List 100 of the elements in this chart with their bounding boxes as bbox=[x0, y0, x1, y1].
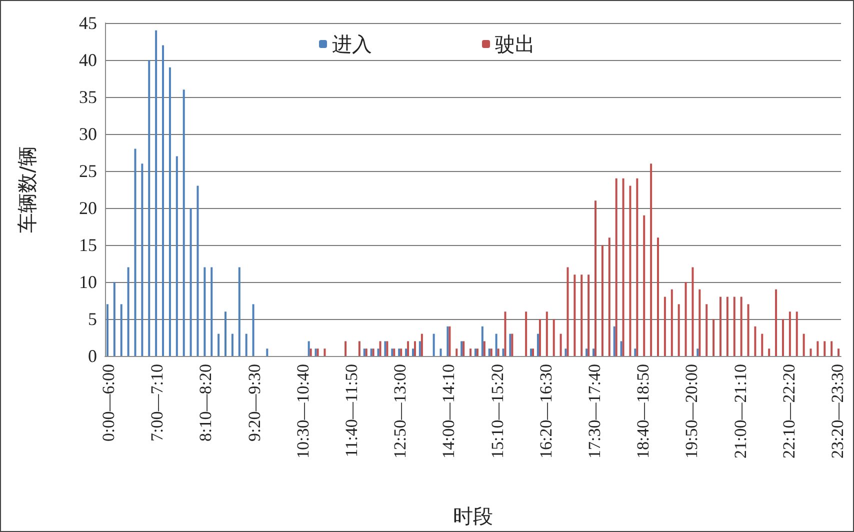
bar bbox=[231, 334, 234, 356]
bar bbox=[670, 289, 673, 356]
bar bbox=[601, 245, 604, 356]
bar bbox=[120, 304, 122, 356]
bar bbox=[420, 334, 423, 356]
bar bbox=[407, 341, 410, 356]
y-tick-label: 45 bbox=[79, 13, 97, 33]
y-tick-label: 15 bbox=[79, 235, 97, 255]
bar bbox=[190, 208, 192, 356]
bar bbox=[592, 348, 595, 356]
x-tick-label: 12:50—13:00 bbox=[390, 364, 410, 458]
bar bbox=[560, 334, 562, 356]
bar bbox=[588, 274, 590, 356]
bar bbox=[176, 156, 178, 356]
bar bbox=[768, 348, 770, 356]
x-tick-label: 14:00—14:10 bbox=[439, 364, 458, 458]
bar bbox=[712, 319, 715, 356]
bar bbox=[552, 319, 555, 356]
bar bbox=[726, 296, 728, 356]
y-tick-label: 0 bbox=[88, 346, 97, 366]
bar bbox=[405, 348, 408, 356]
y-axis-title: 车辆数/辆 bbox=[15, 146, 39, 233]
bar bbox=[536, 334, 539, 356]
bar bbox=[824, 341, 826, 356]
bar bbox=[504, 312, 506, 356]
bar bbox=[525, 312, 528, 356]
x-axis-title: 时段 bbox=[453, 504, 493, 528]
bar bbox=[650, 164, 652, 356]
bar bbox=[620, 341, 622, 356]
bar bbox=[608, 238, 610, 356]
bar bbox=[719, 296, 722, 356]
x-tick-label: 21:00—21:10 bbox=[730, 364, 750, 458]
bar bbox=[664, 296, 666, 356]
bar bbox=[538, 319, 541, 356]
bar bbox=[678, 304, 680, 356]
bar bbox=[204, 267, 206, 356]
bar bbox=[761, 334, 764, 356]
bar bbox=[470, 348, 472, 356]
bar bbox=[733, 296, 736, 356]
bar bbox=[816, 341, 819, 356]
bar bbox=[830, 341, 833, 356]
x-tick-label: 16:20—16:30 bbox=[536, 364, 556, 458]
x-tick-label: 10:30—10:40 bbox=[293, 364, 312, 458]
bar bbox=[613, 326, 616, 356]
bar bbox=[546, 312, 548, 356]
bar bbox=[566, 267, 569, 356]
bar bbox=[497, 348, 500, 356]
x-tick-label: 19:50—20:00 bbox=[682, 364, 702, 458]
bar bbox=[636, 178, 638, 356]
legend-label: 驶出 bbox=[495, 32, 535, 56]
bar bbox=[155, 30, 158, 356]
y-tick-label: 10 bbox=[79, 272, 97, 292]
bar bbox=[502, 348, 504, 356]
bar bbox=[456, 348, 458, 356]
bar bbox=[310, 348, 312, 356]
bar bbox=[162, 45, 164, 356]
x-tick-label: 18:40—18:50 bbox=[634, 364, 653, 458]
bar bbox=[696, 348, 699, 356]
bar bbox=[657, 238, 659, 356]
bar bbox=[379, 341, 382, 356]
y-tick-label: 40 bbox=[79, 50, 97, 70]
bar bbox=[740, 296, 742, 356]
bar bbox=[134, 148, 136, 356]
x-tick-label: 23:20—23:30 bbox=[828, 364, 848, 458]
bar bbox=[643, 215, 646, 356]
bar bbox=[629, 186, 632, 356]
bar bbox=[788, 312, 791, 356]
bar bbox=[615, 178, 618, 356]
bar bbox=[324, 348, 326, 356]
bar bbox=[432, 334, 435, 356]
bar bbox=[481, 326, 484, 356]
bar bbox=[810, 348, 812, 356]
bar bbox=[692, 267, 694, 356]
bar bbox=[684, 282, 687, 356]
x-tick-label: 22:10—22:20 bbox=[779, 364, 798, 458]
bar bbox=[148, 60, 150, 356]
bar bbox=[580, 274, 583, 356]
x-tick-label: 11:40—11:50 bbox=[342, 364, 361, 458]
bar bbox=[106, 304, 108, 356]
bar bbox=[418, 341, 421, 356]
y-tick-label: 30 bbox=[79, 124, 97, 144]
bar bbox=[358, 341, 360, 356]
y-tick-label: 5 bbox=[88, 309, 97, 329]
bar bbox=[168, 67, 171, 356]
bar bbox=[196, 186, 199, 356]
bar bbox=[182, 90, 185, 356]
x-tick-label: 0:00—6:00 bbox=[98, 364, 118, 442]
bar bbox=[308, 341, 310, 356]
bar bbox=[377, 348, 380, 356]
legend-label: 进入 bbox=[332, 32, 372, 56]
y-tick-label: 20 bbox=[79, 198, 97, 218]
bar bbox=[564, 348, 567, 356]
bar bbox=[796, 312, 798, 356]
bar bbox=[252, 304, 254, 356]
bar bbox=[113, 282, 116, 356]
x-tick-label: 15:10—15:20 bbox=[488, 364, 507, 458]
bar bbox=[210, 267, 213, 356]
bar bbox=[747, 304, 750, 356]
bar bbox=[754, 326, 756, 356]
bar bbox=[775, 289, 778, 356]
